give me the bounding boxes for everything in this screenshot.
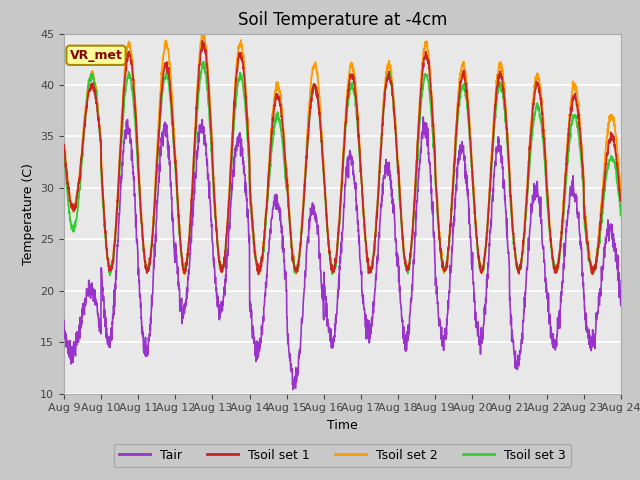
Y-axis label: Temperature (C): Temperature (C) (22, 163, 35, 264)
X-axis label: Time: Time (327, 419, 358, 432)
Legend: Tair, Tsoil set 1, Tsoil set 2, Tsoil set 3: Tair, Tsoil set 1, Tsoil set 2, Tsoil se… (114, 444, 571, 467)
Text: VR_met: VR_met (70, 49, 122, 62)
Title: Soil Temperature at -4cm: Soil Temperature at -4cm (237, 11, 447, 29)
